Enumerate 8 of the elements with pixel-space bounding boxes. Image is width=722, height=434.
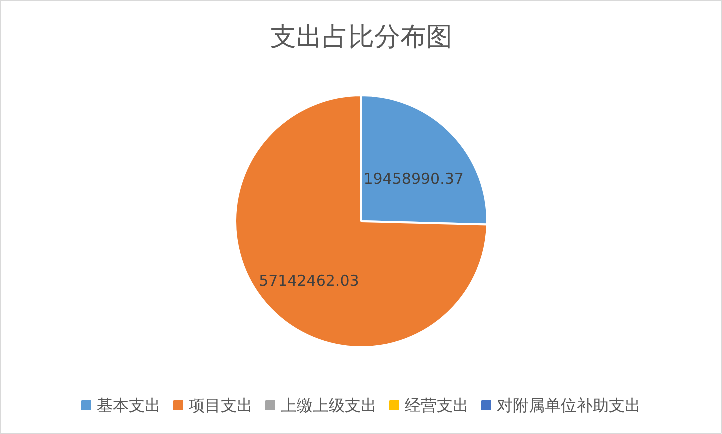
chart-title: 支出占比分布图 xyxy=(270,22,452,52)
data-label: 57142462.03 xyxy=(259,272,360,290)
legend-label: 上缴上级支出 xyxy=(281,396,377,415)
legend-label: 经营支出 xyxy=(405,396,469,415)
data-label: 19458990.37 xyxy=(364,170,464,188)
legend-label: 基本支出 xyxy=(97,396,161,415)
legend-label: 对附属单位补助支出 xyxy=(497,396,641,415)
legend-label: 项目支出 xyxy=(189,396,253,415)
